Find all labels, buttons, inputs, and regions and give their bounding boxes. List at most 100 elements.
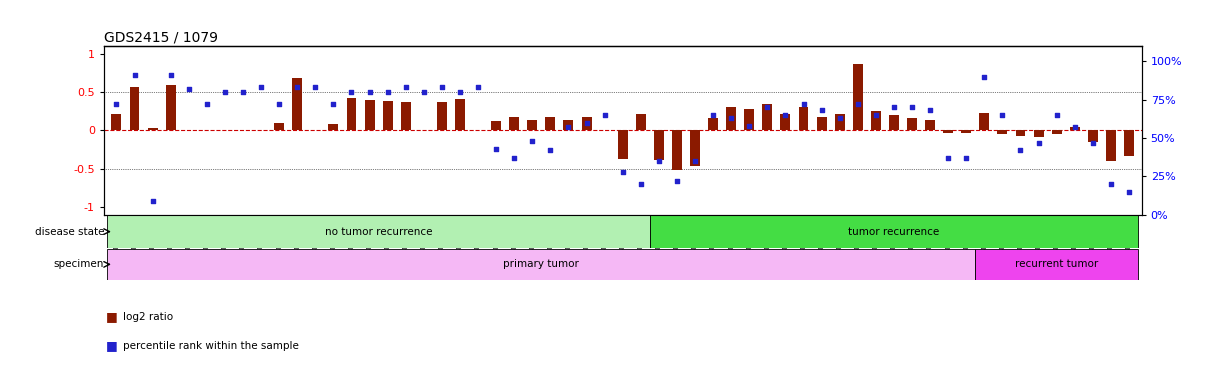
Bar [581,117,591,131]
Point [414,89,433,95]
Bar [107,215,650,248]
Point [143,198,162,204]
Point [685,158,705,164]
Point [270,101,289,108]
Point [956,155,976,161]
Point [1101,181,1121,187]
Bar [961,131,971,134]
Point [432,84,452,91]
Point [939,155,958,161]
Bar [907,118,917,131]
Point [233,89,253,95]
Text: recurrent tumor: recurrent tumor [1015,259,1098,270]
Bar [817,117,827,131]
Bar [650,215,1138,248]
Point [775,112,795,118]
Point [703,112,723,118]
Point [722,115,741,121]
Point [106,101,126,108]
Bar [943,131,954,133]
Point [830,115,850,121]
Point [559,124,579,131]
Bar [672,131,681,170]
Bar [871,111,880,131]
Point [849,101,868,108]
Text: percentile rank within the sample: percentile rank within the sample [123,341,299,351]
Text: ■: ■ [106,339,118,352]
Point [595,112,614,118]
Text: no tumor recurrence: no tumor recurrence [325,227,432,237]
Point [486,146,505,152]
Bar [148,128,158,131]
Bar [347,98,357,131]
Point [342,89,361,95]
Bar [998,131,1007,134]
Bar [129,87,139,131]
Bar [365,100,375,131]
Point [197,101,216,108]
Bar [546,118,556,131]
Point [902,104,922,111]
Point [576,120,596,126]
Bar [292,78,303,131]
Point [469,84,488,91]
Bar [979,113,989,131]
Point [161,72,181,78]
Bar [762,104,773,131]
Point [305,84,325,91]
Bar [275,123,284,131]
Point [812,108,832,114]
Bar [780,114,790,131]
Point [324,101,343,108]
Bar [1016,131,1026,136]
Bar [852,64,863,131]
Bar [708,118,718,131]
Bar [1034,131,1044,137]
Point [921,108,940,114]
Point [884,104,904,111]
Point [541,147,560,154]
Point [757,104,777,111]
Point [125,72,144,78]
Point [360,89,380,95]
Point [631,181,651,187]
Bar [745,109,755,131]
Bar [491,121,501,131]
Bar [1070,127,1079,131]
Bar [455,99,465,131]
Bar [527,120,537,131]
Point [667,178,686,184]
Point [1046,112,1066,118]
Bar [111,114,121,131]
Point [866,112,885,118]
Bar [564,121,574,131]
Bar [799,108,808,131]
Point [1011,147,1031,154]
Point [504,155,524,161]
Point [1120,189,1139,195]
Bar [618,131,628,159]
Bar [437,102,447,131]
Text: log2 ratio: log2 ratio [123,312,173,322]
Bar [926,120,935,131]
Bar [1106,131,1116,161]
Point [215,89,234,95]
Point [1083,140,1103,146]
Bar [1051,131,1061,134]
Point [1029,140,1049,146]
Text: specimen: specimen [54,259,104,270]
Text: GDS2415 / 1079: GDS2415 / 1079 [104,31,217,45]
Point [523,138,542,144]
Point [613,169,632,175]
Point [252,84,271,91]
Bar [166,85,176,131]
Bar [976,249,1138,280]
Text: ■: ■ [106,310,118,323]
Bar [1125,131,1134,156]
Bar [889,115,899,131]
Bar [328,124,338,131]
Text: disease state: disease state [34,227,104,237]
Bar [509,117,519,131]
Point [740,123,759,129]
Bar [835,114,845,131]
